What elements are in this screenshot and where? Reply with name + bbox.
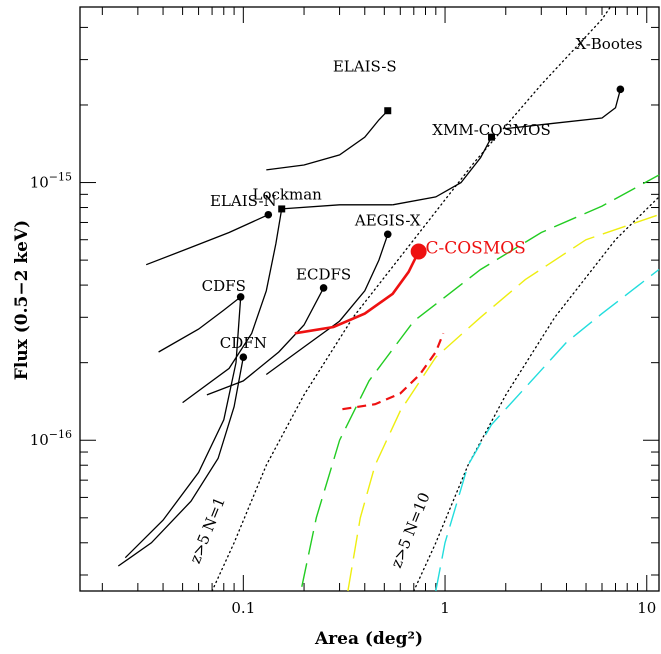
dashed-curves <box>301 174 660 592</box>
survey-curve <box>117 357 244 567</box>
c-cosmos-dashed-curve <box>342 332 445 411</box>
survey-label: X-Bootes <box>576 35 643 53</box>
survey-marker <box>236 293 245 301</box>
survey-curve <box>266 110 389 171</box>
dotted-curves: z>5 N=1 z>5 N=10 <box>186 6 660 592</box>
survey-label: Lockman <box>253 185 323 203</box>
dashed-curve <box>435 268 660 592</box>
c-cosmos-group: C-COSMOS <box>294 239 526 411</box>
dotted-curve-label: z>5 N=1 <box>186 494 229 566</box>
survey-label: XMM-COSMOS <box>432 121 550 139</box>
survey-curves <box>117 85 625 567</box>
survey-curve <box>392 136 493 206</box>
survey-curve <box>182 208 283 404</box>
y-tick-label: 10−15 <box>30 171 72 192</box>
x-tick-label: 0.1 <box>231 599 255 617</box>
dotted-curve-label: z>5 N=10 <box>387 490 433 571</box>
survey-marker <box>616 85 625 94</box>
y-axis-label: Flux (0.5−2 keV) <box>12 220 32 380</box>
dotted-curve <box>211 6 612 592</box>
c-cosmos-label: C-COSMOS <box>425 239 525 259</box>
plot-frame <box>79 6 660 592</box>
c-cosmos-curve <box>294 250 420 335</box>
survey-curve-tail <box>281 204 393 210</box>
dashed-curve <box>347 214 660 592</box>
survey-marker <box>488 133 496 141</box>
survey-label: CDFS <box>202 277 246 295</box>
survey-curve <box>265 234 389 376</box>
survey-curve <box>505 89 622 130</box>
c-cosmos-marker <box>410 243 427 260</box>
survey-curve <box>158 296 242 353</box>
survey-label: CDFN <box>220 334 267 352</box>
survey-marker <box>264 210 273 219</box>
survey-curve <box>124 296 242 559</box>
survey-label: AEGIS-X <box>354 212 421 230</box>
x-tick-label: 10 <box>637 599 656 617</box>
x-tick-label: 1 <box>440 599 450 617</box>
survey-marker <box>239 353 248 362</box>
dashed-curve <box>301 174 660 587</box>
survey-label: ELAIS-S <box>333 57 397 75</box>
axis-ticks: 0.1 1 10 10−16 10−15 <box>30 7 659 617</box>
survey-curve <box>145 214 269 266</box>
survey-marker <box>319 284 328 292</box>
survey-marker <box>384 107 392 115</box>
dotted-curve <box>413 196 660 592</box>
survey-label: ECDFS <box>296 266 351 284</box>
survey-marker <box>383 230 392 239</box>
y-tick-label: 10−16 <box>30 428 72 449</box>
x-axis-label: Area (deg²) <box>314 629 423 649</box>
survey-marker <box>278 205 286 213</box>
survey-label: ELAIS-N <box>210 192 277 210</box>
